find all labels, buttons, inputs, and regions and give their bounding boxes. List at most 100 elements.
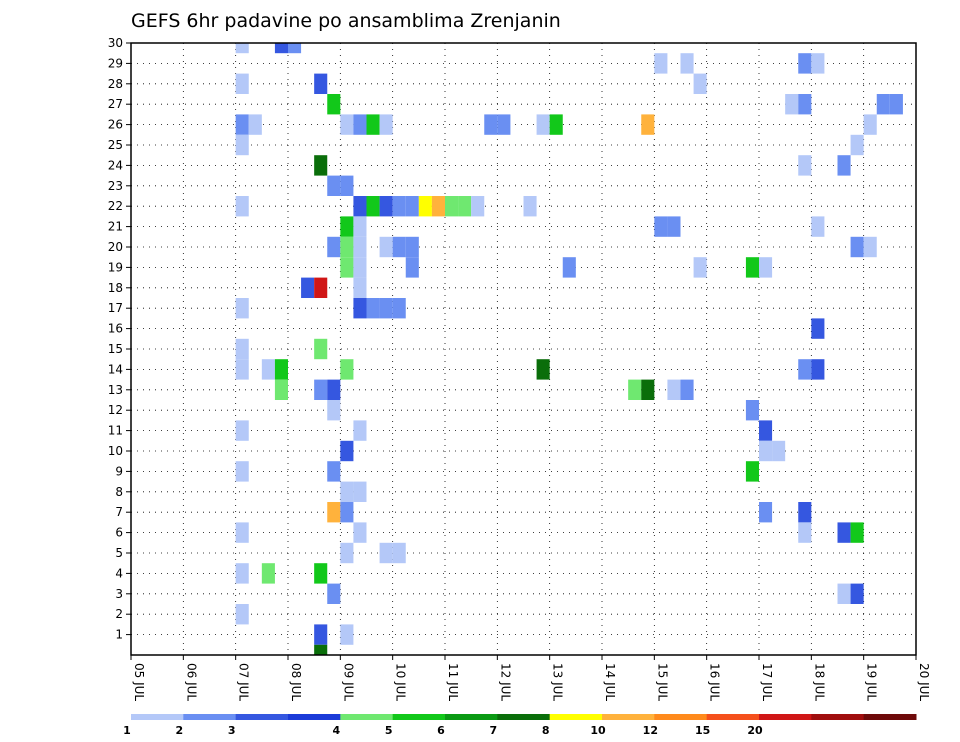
heatmap-cell: [248, 114, 262, 135]
heatmap-cell: [850, 522, 864, 543]
y-tick-label: 2: [115, 607, 123, 621]
heatmap-cell: [353, 277, 367, 298]
heatmap-cell: [235, 604, 249, 625]
heatmap-cell: [798, 53, 812, 74]
heatmap-cell: [693, 73, 707, 94]
heatmap-cell: [274, 359, 288, 380]
heatmap-cell: [235, 43, 249, 54]
heatmap-cell: [353, 216, 367, 237]
heatmap-cell: [680, 379, 694, 400]
heatmap-cell: [314, 379, 328, 400]
heatmap-cell: [353, 481, 367, 502]
heatmap-cell: [353, 114, 367, 135]
heatmap-cell: [405, 257, 419, 278]
heatmap-cell: [340, 175, 354, 196]
heatmap-cell: [288, 43, 302, 54]
legend-boundary-label: 20: [747, 724, 763, 737]
heatmap-cell: [811, 216, 825, 237]
x-tick-label: 09 JUL: [341, 663, 355, 701]
heatmap-cell: [536, 114, 550, 135]
y-tick-label: 10: [108, 444, 123, 458]
heatmap-cell: [314, 155, 328, 176]
legend-boundary-label: 5: [385, 724, 393, 737]
heatmap-cell: [759, 502, 773, 523]
x-tick-label: 06 JUL: [184, 663, 198, 701]
heatmap-cell: [667, 216, 681, 237]
heatmap-cell: [340, 624, 354, 645]
heatmap-cell: [261, 563, 275, 584]
heatmap-cell: [392, 542, 406, 564]
heatmap-cell: [405, 196, 419, 217]
x-tick-label: 17 JUL: [760, 663, 774, 701]
y-tick-label: 13: [108, 383, 123, 397]
heatmap-cell: [261, 359, 275, 380]
legend-color-swatch: [706, 714, 760, 720]
heatmap-cell: [654, 53, 668, 74]
y-tick-label: 6: [115, 526, 123, 540]
heatmap-cell: [863, 114, 877, 135]
x-tick-label: 20 JUL: [917, 663, 931, 701]
heatmap-cell: [562, 257, 576, 278]
heatmap-cell: [314, 563, 328, 584]
heatmap-cell: [274, 43, 288, 54]
heatmap-cell: [379, 196, 393, 217]
heatmap-cell: [235, 73, 249, 94]
heatmap-cell: [798, 502, 812, 523]
heatmap-cell: [811, 359, 825, 380]
y-tick-label: 17: [108, 301, 123, 315]
heatmap-cell: [863, 236, 877, 258]
heatmap-cell: [798, 522, 812, 543]
y-tick-label: 21: [108, 220, 123, 234]
heatmap-cell: [693, 257, 707, 278]
heatmap-cell: [235, 134, 249, 156]
heatmap-cell: [327, 461, 341, 482]
heatmap-cell: [471, 196, 485, 217]
heatmap-cell: [850, 236, 864, 258]
y-tick-label: 1: [115, 628, 123, 642]
legend-color-swatch: [602, 714, 655, 720]
y-tick-label: 16: [108, 322, 123, 336]
legend-color-swatch: [445, 714, 498, 720]
heatmap-cell: [366, 114, 380, 135]
heatmap-cell: [235, 522, 249, 543]
legend-boundary-label: 2: [176, 724, 184, 737]
heatmap-cells: [235, 43, 903, 655]
legend-color-swatch: [549, 714, 603, 720]
x-tick-label: 19 JUL: [865, 663, 879, 701]
heatmap-cell: [274, 379, 288, 400]
heatmap-cell: [654, 216, 668, 237]
heatmap-cell: [876, 94, 890, 115]
heatmap-cell: [235, 338, 249, 360]
legend-boundary-label: 10: [590, 724, 606, 737]
heatmap-cell: [745, 461, 759, 482]
y-axis: 1234567891011121314151617181920212223242…: [108, 36, 131, 642]
heatmap-cell: [340, 481, 354, 502]
legend-color-swatch: [235, 714, 289, 720]
heatmap-cell: [353, 236, 367, 258]
heatmap-cell: [759, 257, 773, 278]
legend-boundary-label: 6: [437, 724, 445, 737]
x-tick-label: 11 JUL: [446, 663, 460, 701]
heatmap-cell: [850, 134, 864, 156]
heatmap-cell: [523, 196, 537, 217]
y-tick-label: 19: [108, 260, 123, 274]
x-axis: 05 JUL 06 JUL 07 JUL 08 JUL 09 JUL 10 JUL 11 J…: [130, 655, 931, 701]
y-tick-label: 23: [108, 179, 123, 193]
heatmap-cell: [458, 196, 472, 217]
heatmap-cell: [379, 542, 393, 564]
heatmap-cell: [798, 359, 812, 380]
heatmap-cell: [314, 73, 328, 94]
legend-boundary-label: 8: [542, 724, 550, 737]
heatmap-cell: [314, 338, 328, 360]
y-tick-label: 27: [108, 97, 123, 111]
y-tick-label: 26: [108, 118, 123, 132]
legend-color-swatch: [340, 714, 394, 720]
heatmap-cell: [353, 298, 367, 319]
y-tick-label: 3: [115, 587, 123, 601]
heatmap-cell: [811, 53, 825, 74]
heatmap-cell: [314, 624, 328, 645]
heatmap-cell: [392, 196, 406, 217]
heatmap-cell: [549, 114, 563, 135]
heatmap-cell: [785, 94, 799, 115]
heatmap-cell: [379, 114, 393, 135]
